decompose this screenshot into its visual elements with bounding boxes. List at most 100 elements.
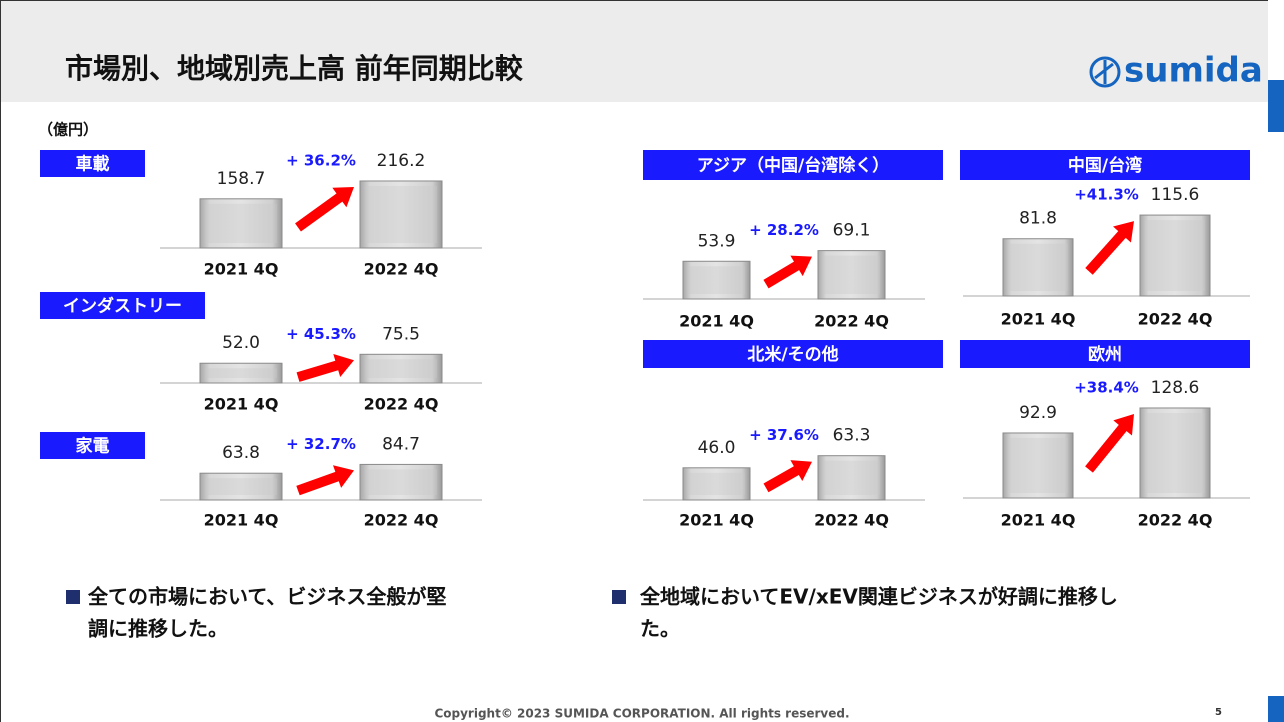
category-label: 2022 4Q [814,312,889,331]
copyright: Copyright© 2023 SUMIDA CORPORATION. All … [434,707,849,721]
segment-title: 中国/台湾 [1068,155,1142,176]
arrow [1085,413,1135,473]
category-label: 2022 4Q [814,511,889,530]
bar-face [823,255,880,294]
value-label: 216.2 [377,151,426,171]
category-label: 2021 4Q [1001,310,1076,329]
bar [682,260,751,300]
bullet-text: 全ての市場において、ビジネス全般が堅 [87,585,446,609]
unit-label: （億円） [38,121,98,139]
category-label: 2021 4Q [1001,511,1076,530]
bar-face [365,185,437,243]
value-label: 81.8 [1019,209,1057,229]
change-label: + 32.7% [286,435,356,453]
change-label: + 36.2% [286,151,356,169]
value-label: 75.5 [382,324,420,344]
logo-text: sumida [1124,51,1263,91]
bar-face [1145,412,1205,493]
bar-face [205,478,277,495]
logo: sumida [1089,51,1263,91]
segment-title: 北米/その他 [747,344,838,365]
segment-title: 欧州 [1088,344,1122,365]
arrow [1085,221,1135,275]
bar [199,472,283,501]
bar-face [1145,220,1205,291]
header-band [0,0,1268,102]
value-label: 115.6 [1151,185,1200,205]
segment-title: 家電 [76,436,110,457]
value-label: 92.9 [1019,403,1057,423]
bar-face [1008,437,1068,493]
bar [682,467,751,501]
segment-title: アジア（中国/台湾除く） [697,155,890,176]
bullet-text: た。 [640,617,680,641]
arrow [295,186,354,232]
bar [359,353,443,384]
side-tab [1268,696,1284,722]
arrow [763,460,813,493]
change-label: + 37.6% [749,426,819,444]
category-label: 2022 4Q [364,395,439,414]
bar [199,198,283,249]
bullet-marker [612,590,626,604]
segment-title: 車載 [76,154,110,175]
category-label: 2021 4Q [204,395,279,414]
arrow [296,353,354,382]
bar [817,455,886,501]
bar-face [205,203,277,243]
bar [359,463,443,501]
bar-face [688,266,745,294]
bar-face [688,472,745,495]
change-label: + 45.3% [286,325,356,343]
segment-header [40,292,205,319]
logo-icon [1094,60,1114,84]
side-tab [1268,80,1284,132]
value-label: 63.3 [833,426,871,446]
category-label: 2021 4Q [679,312,754,331]
value-label: 46.0 [698,438,736,458]
bullet-text: 調に推移した。 [88,617,228,641]
category-label: 2022 4Q [1138,310,1213,329]
bar-face [823,460,880,495]
page-number: 5 [1215,707,1222,718]
bar [817,250,886,300]
change-label: +41.3% [1074,186,1139,204]
logo-icon [1089,56,1121,88]
change-label: + 28.2% [749,221,819,239]
bar [1002,238,1074,297]
segment-header [643,150,943,180]
value-label: 63.8 [222,443,260,463]
segment-header [960,340,1250,368]
bullet-text: 全地域においてEV/xEV関連ビジネスが好調に推移し [639,585,1118,609]
arrow [296,465,354,496]
value-label: 84.7 [382,434,420,454]
bar [199,362,283,384]
category-label: 2022 4Q [1138,511,1213,530]
value-label: 158.7 [217,169,266,189]
value-label: 52.0 [222,333,260,353]
category-label: 2022 4Q [364,511,439,530]
bar-face [1008,243,1068,291]
slide-title: 市場別、地域別売上高 前年同期比較 [65,52,524,85]
value-label: 69.1 [833,221,871,241]
segment-header [40,432,145,459]
bullet-marker [66,590,80,604]
category-label: 2021 4Q [204,511,279,530]
value-label: 128.6 [1151,378,1200,398]
bar-face [205,368,277,378]
category-label: 2021 4Q [679,511,754,530]
bar-face [365,359,437,378]
bar [1002,432,1074,499]
bar [1139,214,1211,297]
category-label: 2021 4Q [204,260,279,279]
value-label: 53.9 [698,231,736,251]
bar [1139,407,1211,499]
arrow [763,255,813,289]
segment-header [643,340,943,368]
segment-header [960,150,1250,180]
change-label: +38.4% [1074,378,1139,396]
bar [359,180,443,249]
bar-face [365,469,437,495]
segment-title: インダストリー [63,296,182,317]
